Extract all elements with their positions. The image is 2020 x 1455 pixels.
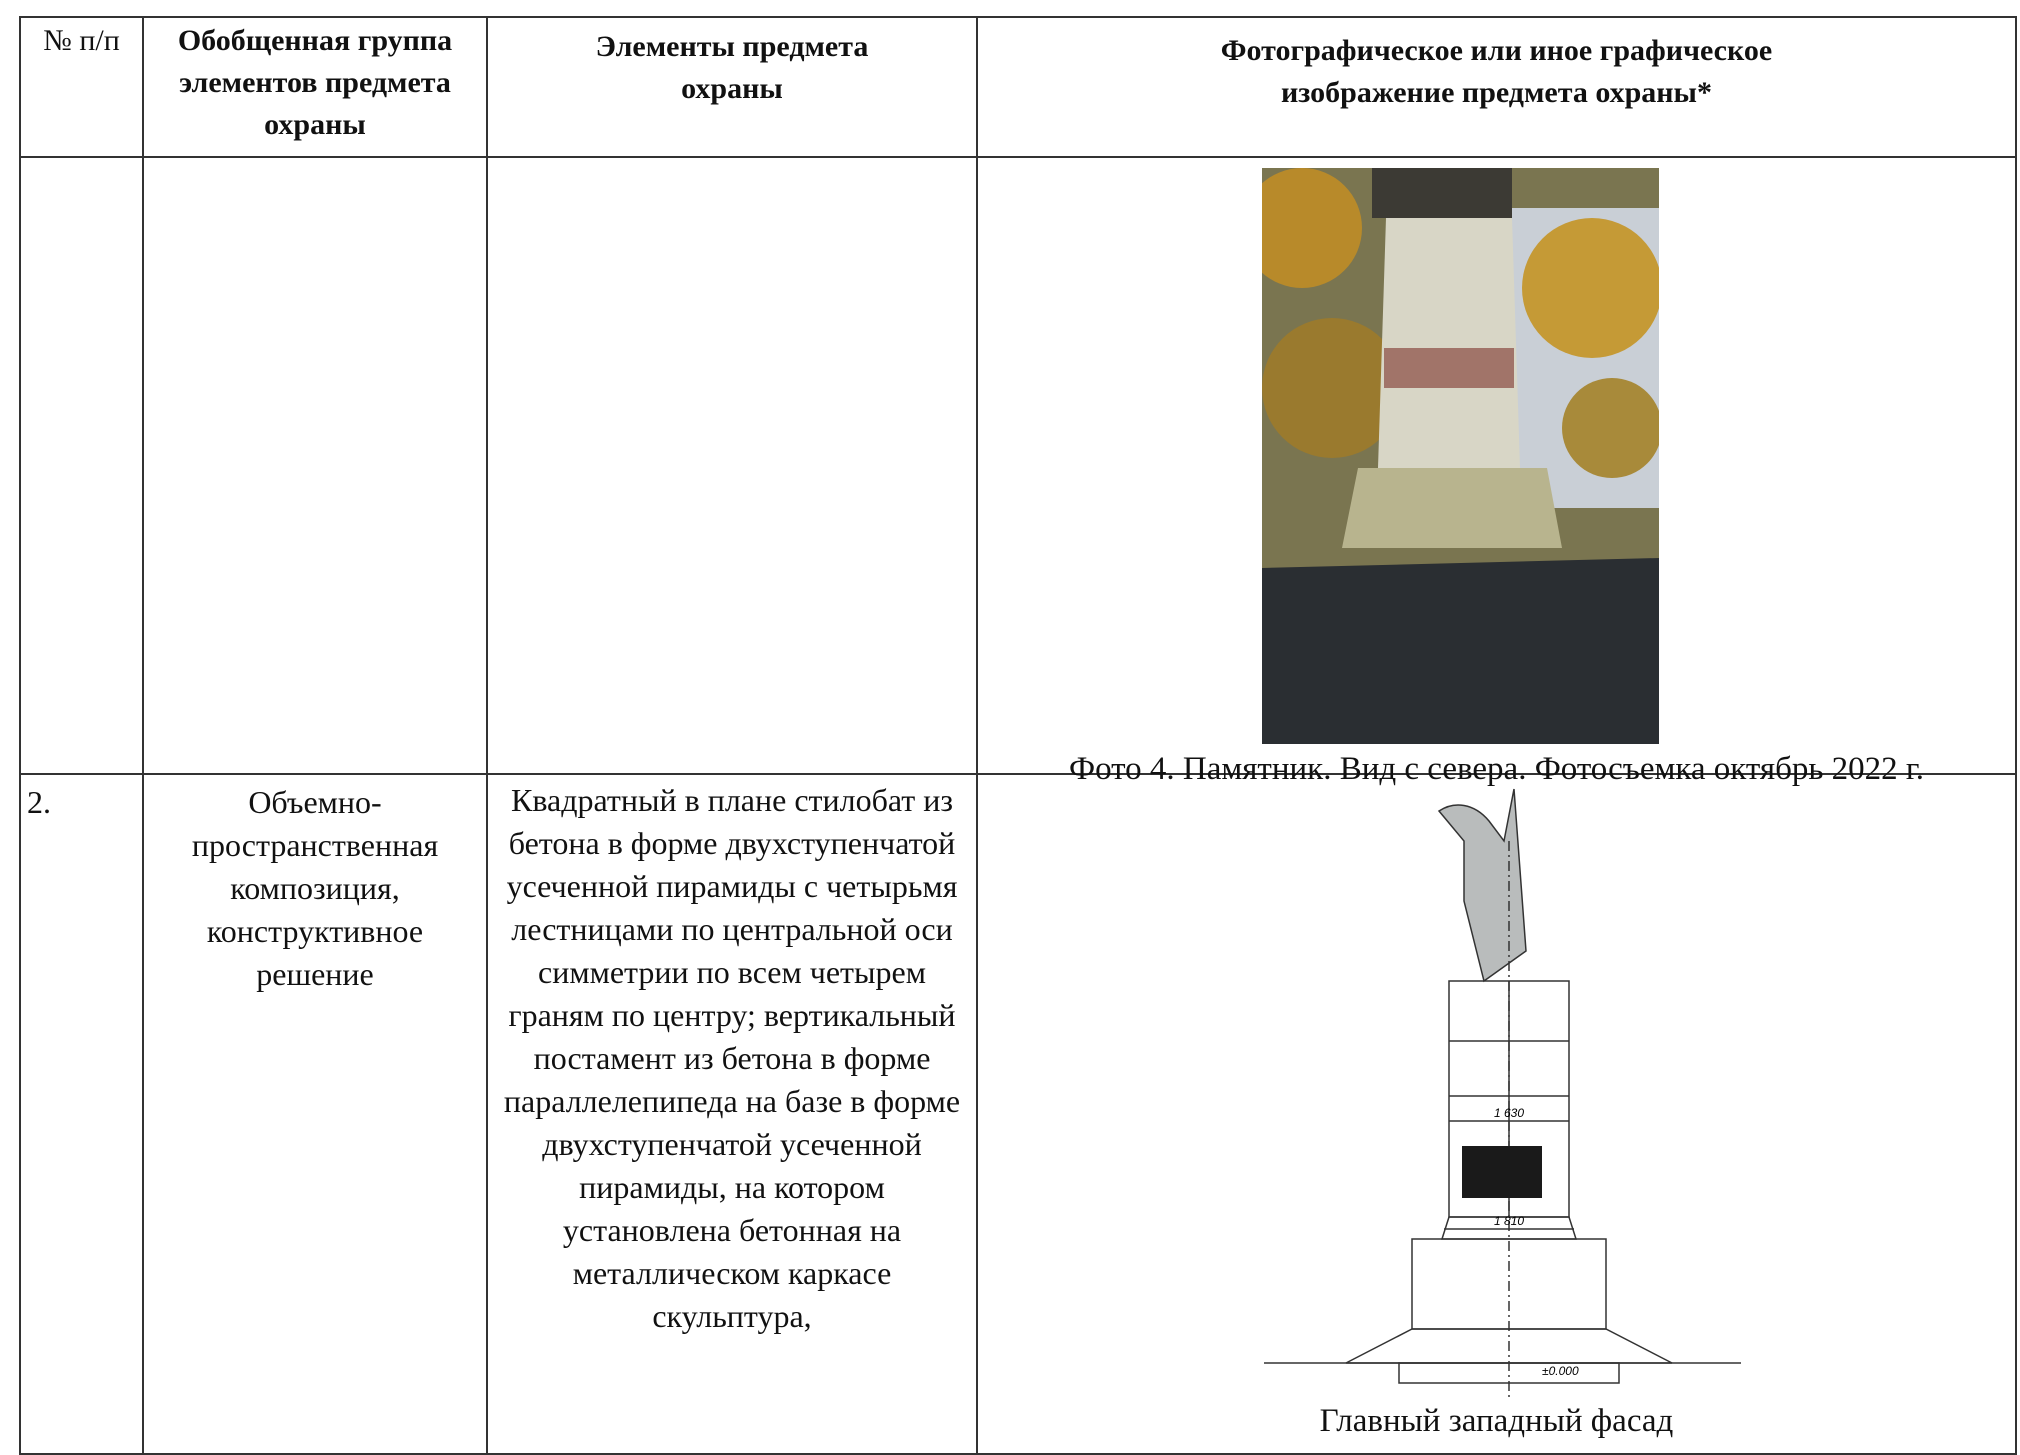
level-label: ±0.000 [1542,1364,1579,1378]
cell [142,156,488,775]
header-row: № п/п Обобщенная группа элементов предме… [19,16,2017,158]
dimension-label: 1 630 [1494,1106,1524,1120]
dimension-label: 1 810 [1494,1214,1524,1228]
header-cell: № п/п [19,16,144,158]
header-cell: Элементы предмета охраны [486,16,978,158]
header-cell: Фотографическое или иное графическое изо… [976,16,2017,158]
cell [19,156,144,775]
cell: Квадратный в плане стилобат из бетона в … [486,773,978,1455]
cell [486,156,978,775]
cell: 2. [19,773,144,1455]
row: 2. Объемно-пространственная композиция, … [19,773,2017,1455]
protection-table: № п/п Обобщенная группа элементов предме… [19,16,2017,1455]
facade-drawing: 1 630 1 810 ±0.000 [1264,788,1741,1401]
photo [1262,168,1659,744]
header-cell: Обобщенная группа элементов предмета охр… [142,16,488,158]
cell: Фото 4. Памятник. Вид с севера. Фотосъем… [976,156,2017,787]
cell: Объемно-пространственная композиция, кон… [142,773,488,1455]
row: Фото 4. Памятник. Вид с севера. Фотосъем… [19,156,2017,787]
drawing-caption: Главный западный фасад [1319,1403,1674,1439]
cell: 1 630 1 810 ±0.000 Главный западный фаса… [976,773,2017,1455]
